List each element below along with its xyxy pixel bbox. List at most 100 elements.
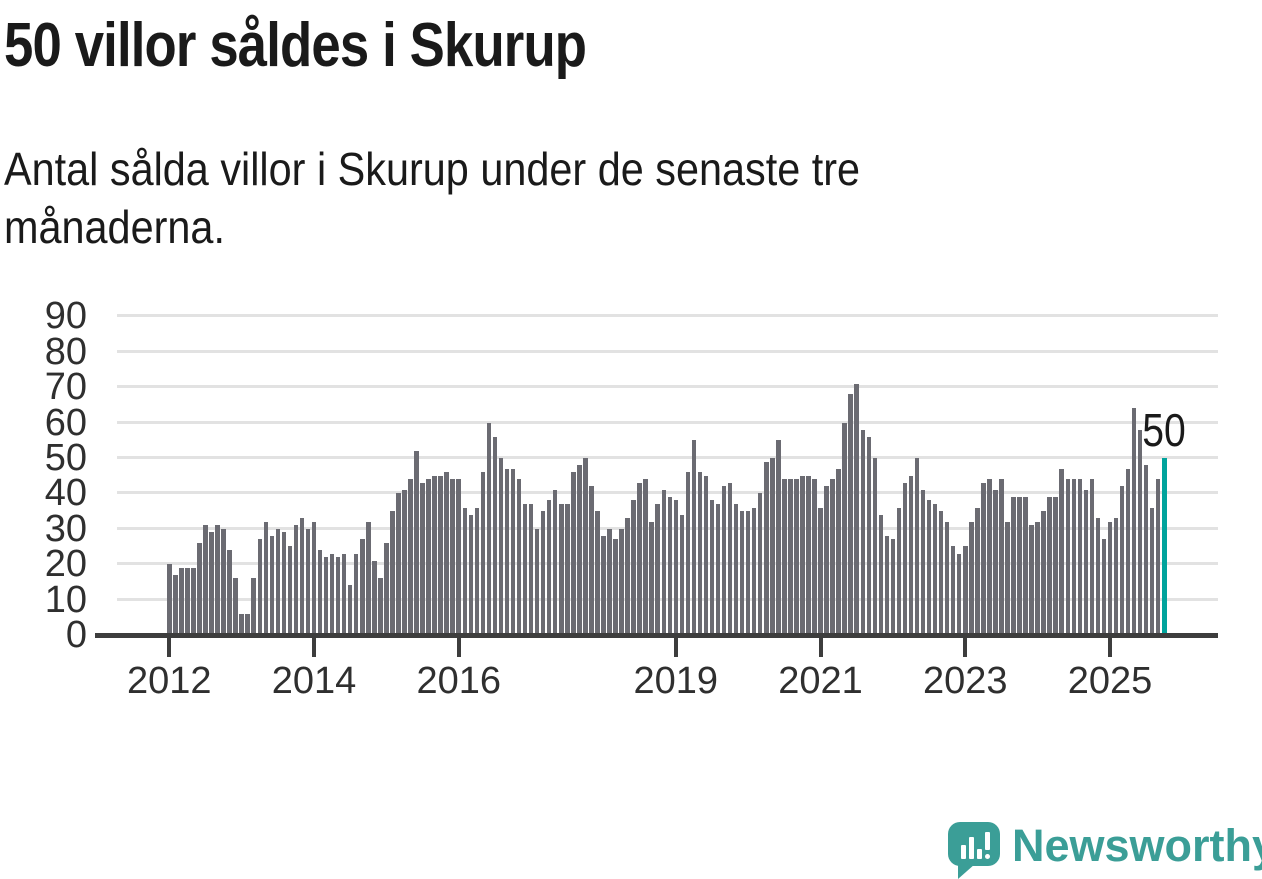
bar <box>1017 497 1022 635</box>
bar <box>299 518 305 635</box>
bar <box>848 394 853 635</box>
bar <box>233 578 238 635</box>
x-axis-tick-label: 2014 <box>271 660 357 702</box>
x-axis-tick <box>167 637 172 657</box>
bar <box>583 458 588 635</box>
bar <box>420 483 425 635</box>
bar <box>444 472 449 635</box>
bar <box>908 476 914 635</box>
bar <box>257 539 262 635</box>
speech-bubble-bar-chart-icon <box>948 822 1000 866</box>
bar <box>408 479 413 635</box>
bar <box>426 479 431 635</box>
bar <box>360 539 365 635</box>
bar <box>727 483 733 635</box>
highlighted-bar <box>1162 458 1167 635</box>
bar <box>209 532 214 635</box>
bar <box>287 546 293 635</box>
bar <box>757 493 763 635</box>
gridline <box>117 456 1218 459</box>
bar <box>1113 518 1119 635</box>
bar <box>866 437 872 635</box>
bar <box>293 525 299 635</box>
bar <box>709 500 715 635</box>
bar <box>824 486 829 635</box>
bar <box>1029 525 1034 635</box>
x-axis-tick-label: 2023 <box>922 660 1008 702</box>
y-axis-tick-label: 40 <box>44 472 87 515</box>
bar <box>679 515 685 635</box>
bar <box>1047 497 1052 635</box>
bar <box>534 529 540 635</box>
bar <box>468 515 474 635</box>
bar <box>926 500 932 635</box>
bar <box>836 469 841 635</box>
x-axis-tick-label: 2021 <box>778 660 863 702</box>
bar <box>884 536 890 635</box>
bar <box>667 497 673 635</box>
bar <box>1077 479 1083 635</box>
bar <box>197 543 202 635</box>
bar <box>245 614 250 635</box>
bar <box>1023 497 1028 635</box>
bar <box>956 554 962 635</box>
bar <box>341 554 347 635</box>
bar <box>191 568 196 635</box>
highlight-value-label: 50 <box>1142 404 1186 456</box>
bar <box>685 472 691 635</box>
gridline <box>117 314 1218 318</box>
bar <box>950 546 956 635</box>
x-axis-tick-label: 2016 <box>416 660 501 702</box>
bar <box>1059 469 1064 635</box>
bar <box>1089 479 1095 635</box>
bar <box>1143 465 1149 635</box>
bar <box>751 508 757 635</box>
y-axis-tick-label: 70 <box>44 366 87 409</box>
bar <box>402 490 407 635</box>
bar <box>1011 497 1016 635</box>
bar <box>987 479 992 635</box>
bar <box>559 504 564 635</box>
bar <box>782 479 787 635</box>
bar <box>673 500 679 635</box>
gridline <box>117 420 1218 424</box>
x-axis-tick-label: 2025 <box>1067 660 1153 702</box>
bar <box>1071 479 1077 635</box>
bar <box>498 458 504 635</box>
x-axis-tick <box>456 637 461 657</box>
gridline <box>117 562 1218 566</box>
bar <box>745 511 751 635</box>
bar <box>1137 430 1143 635</box>
bar <box>1095 518 1101 635</box>
bar <box>269 536 275 635</box>
bar <box>540 511 546 635</box>
x-axis-line <box>95 633 1218 638</box>
bar <box>697 472 703 635</box>
bar <box>335 557 341 635</box>
bar <box>203 525 208 635</box>
bar <box>438 476 443 635</box>
x-axis-tick <box>312 637 317 657</box>
bar <box>215 525 220 635</box>
bar <box>462 508 468 635</box>
bar <box>516 479 522 635</box>
bar <box>1101 539 1107 635</box>
bar <box>625 518 630 635</box>
bar <box>317 550 323 635</box>
gridline <box>117 597 1218 601</box>
gridline <box>117 349 1218 353</box>
x-axis-tick-label: 2019 <box>633 660 719 702</box>
bar <box>806 476 811 635</box>
bar <box>384 543 389 635</box>
bar <box>251 578 256 635</box>
bar <box>1083 490 1089 635</box>
bar <box>896 508 902 635</box>
bar <box>818 508 823 635</box>
bar <box>963 546 968 635</box>
bar <box>1149 508 1155 635</box>
bar <box>969 522 974 635</box>
logo-exclamation-dot <box>985 854 990 859</box>
bar <box>920 490 926 635</box>
bar <box>1053 497 1058 635</box>
